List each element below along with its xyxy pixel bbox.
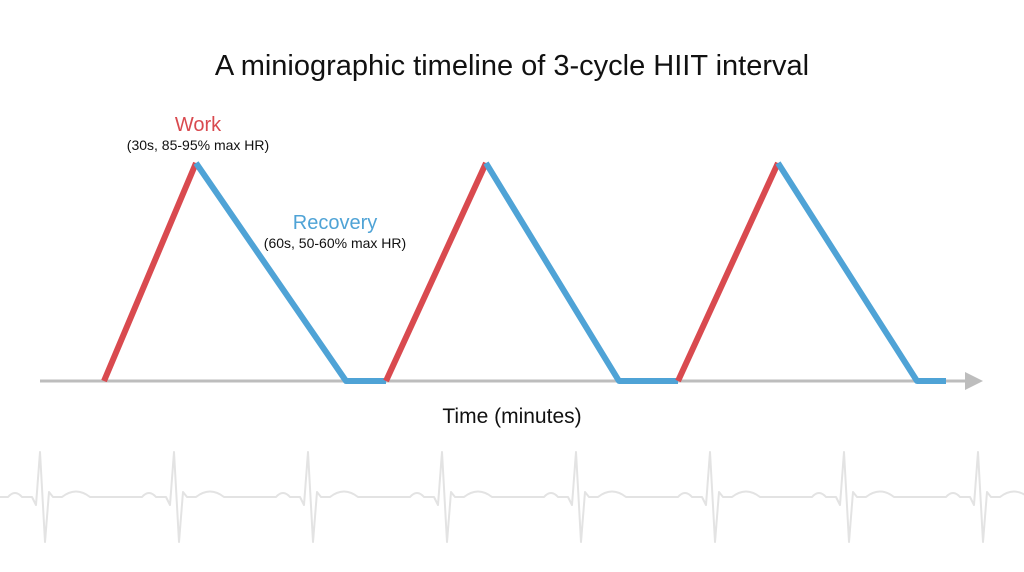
interval-segments	[101, 161, 946, 384]
work-segment-cycle-2	[383, 161, 489, 383]
work-phase-detail: (30s, 85-95% max HR)	[127, 137, 269, 153]
diagram-title: A miniographic timeline of 3-cycle HIIT …	[215, 50, 809, 82]
ecg-heartbeat-decoration	[0, 451, 1024, 543]
time-axis-arrowhead	[965, 372, 983, 390]
recovery-segment-cycle-3	[775, 161, 946, 384]
recovery-phase-label: Recovery	[293, 212, 377, 234]
work-segment-cycle-3	[675, 161, 781, 383]
recovery-segment-cycle-2	[483, 161, 678, 384]
work-phase-label: Work	[175, 114, 222, 136]
work-segment-cycle-1	[101, 161, 199, 383]
recovery-phase-detail: (60s, 50-60% max HR)	[264, 235, 406, 251]
recovery-segment-cycle-1	[193, 161, 386, 384]
time-axis-label: Time (minutes)	[442, 405, 581, 428]
